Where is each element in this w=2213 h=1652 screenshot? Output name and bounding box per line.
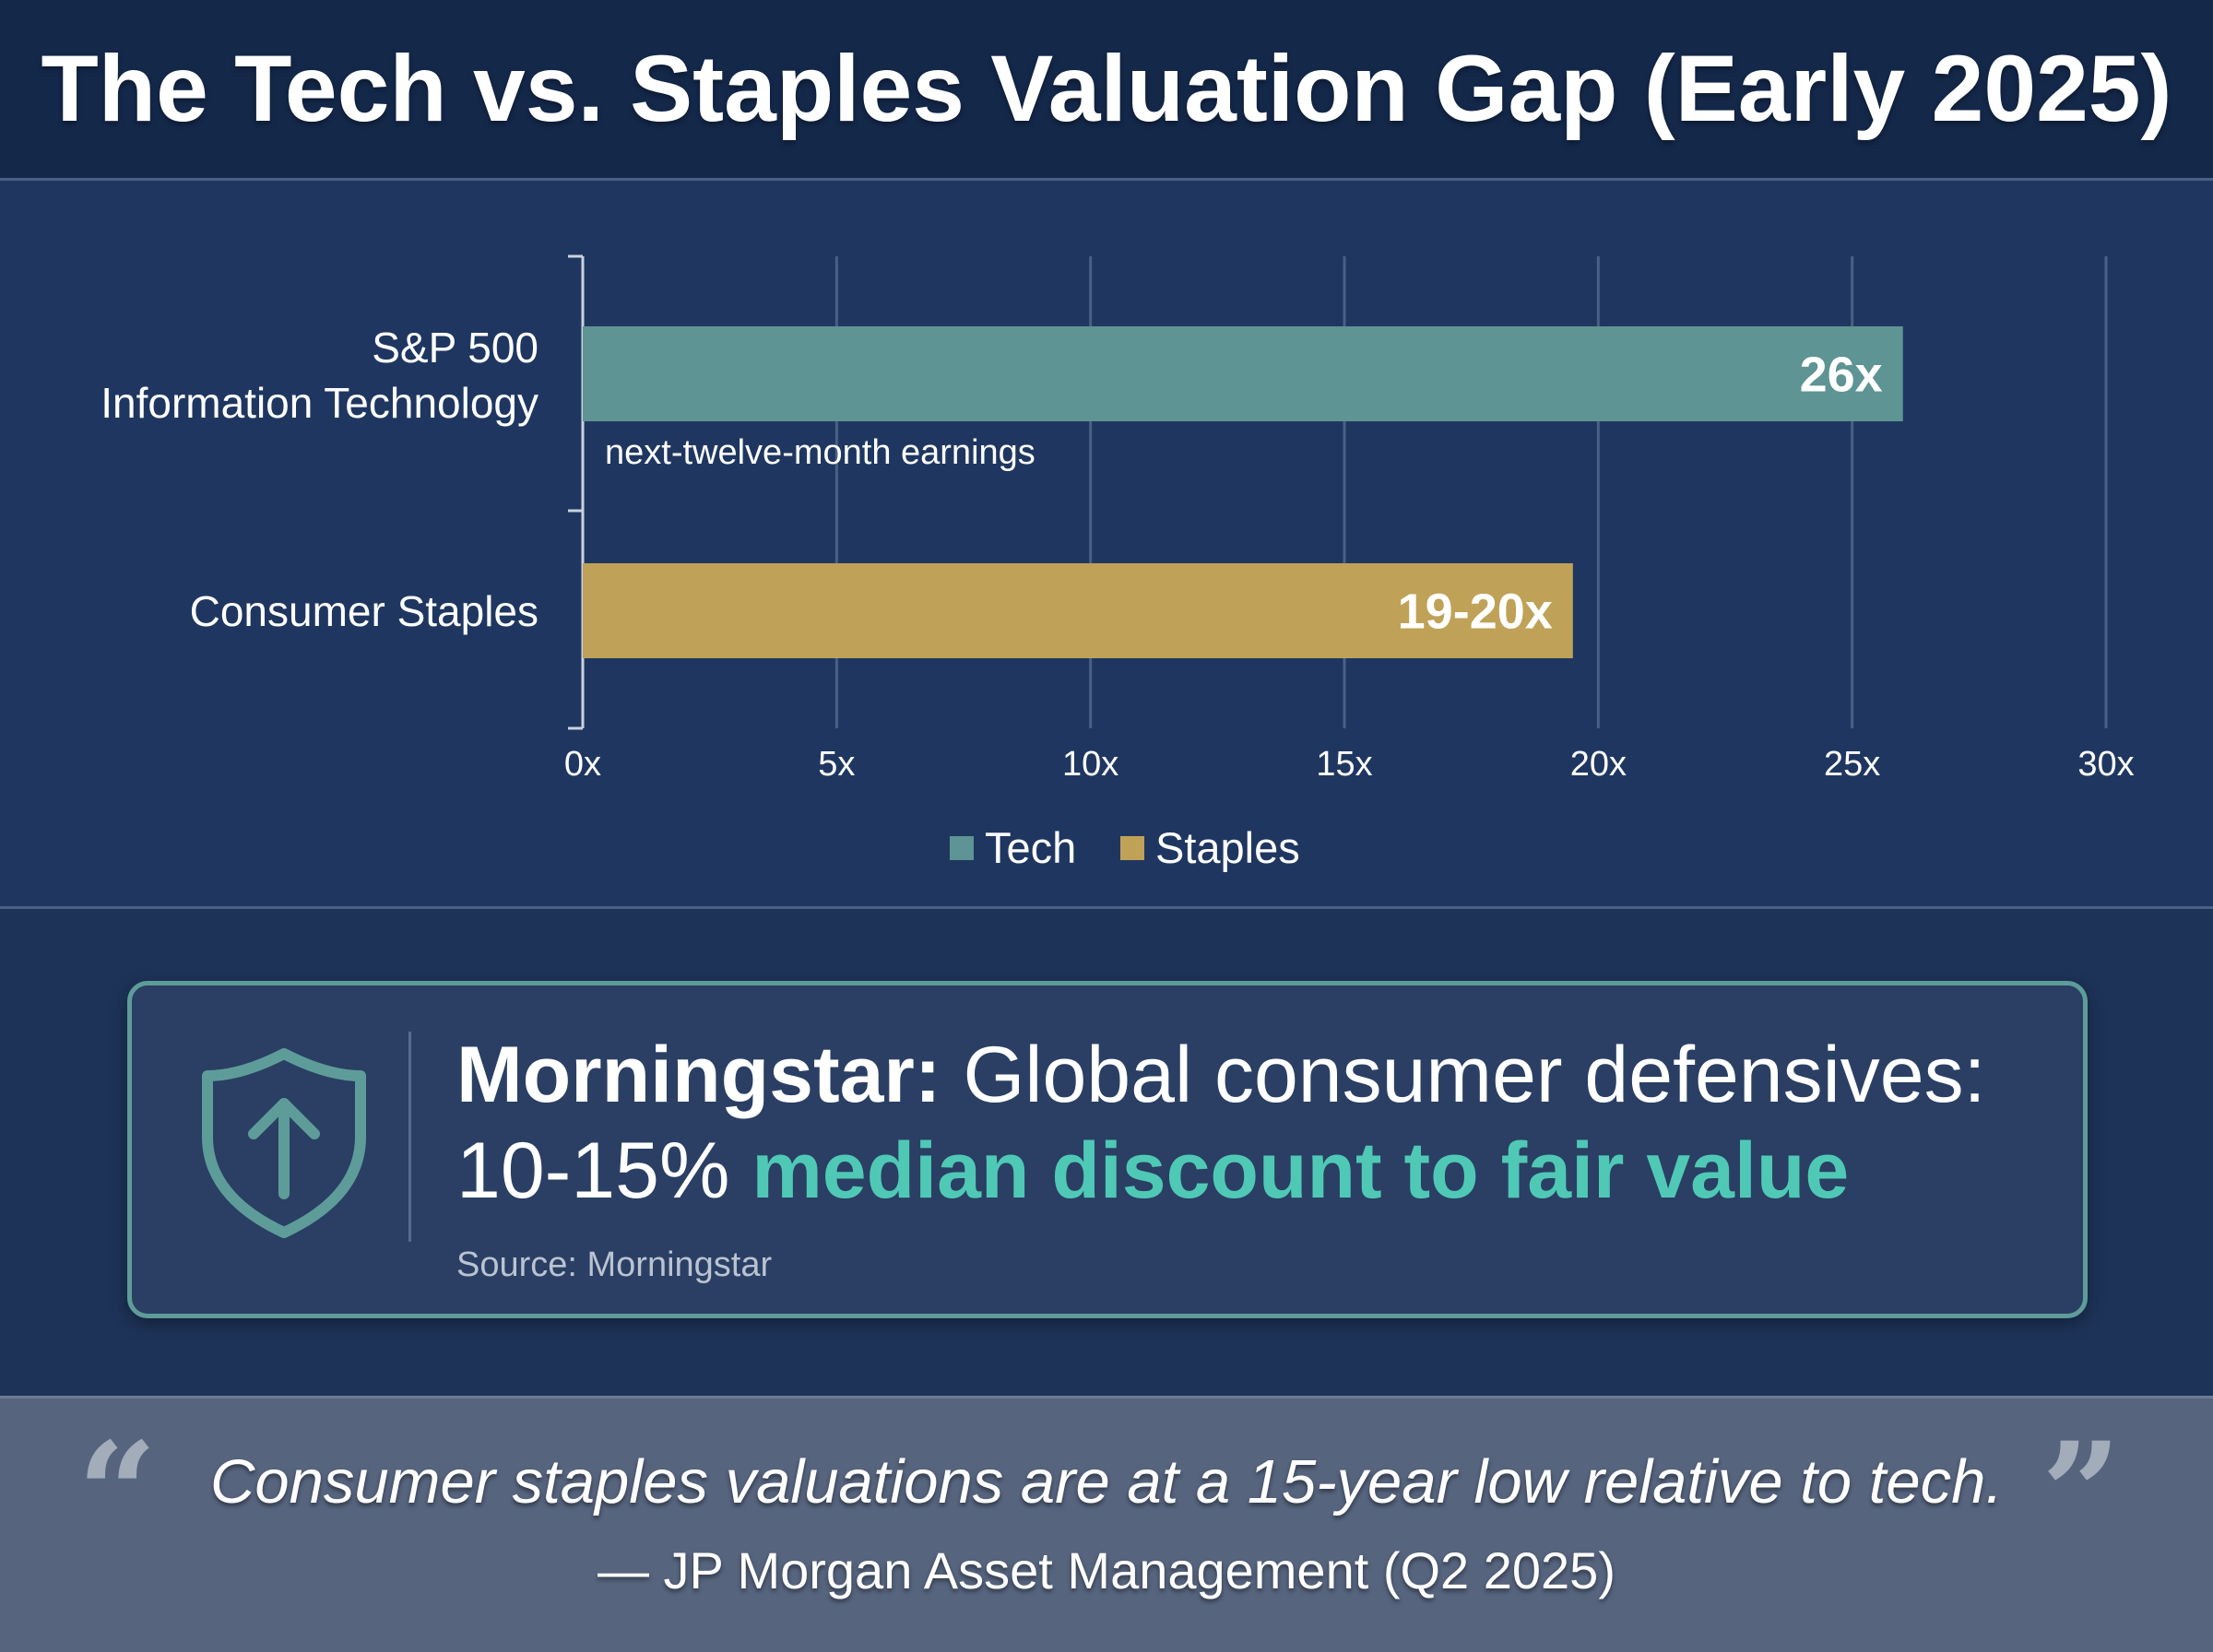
bar-value-label: 26x	[1800, 348, 1883, 403]
callout-value: 10-15%	[456, 1127, 730, 1215]
callout-source-name: Morningstar:	[456, 1031, 941, 1119]
legend-swatch	[950, 836, 974, 860]
x-tick-label: 15x	[1316, 745, 1372, 784]
bar-chart: 26x S&P 500 Information Technology 19-20x Co…	[101, 254, 2135, 872]
callout-highlight: median discount to fair value	[751, 1127, 1850, 1215]
open-quote-mark: “	[77, 1412, 158, 1575]
x-tick-label: 20x	[1570, 745, 1627, 784]
chart-panel: 26x S&P 500 Information Technology 19-20x Co…	[0, 181, 2213, 909]
x-tick-label: 10x	[1062, 745, 1118, 784]
chart-annotation: next-twelve-month earnings	[605, 433, 1035, 472]
category-label: S&P 500 Information Technology	[101, 324, 538, 427]
legend-label: Staples	[1155, 823, 1300, 872]
x-tick-label: 0x	[564, 745, 601, 784]
page-title: The Tech vs. Staples Valuation Gap (Earl…	[41, 36, 2172, 141]
category-label: Consumer Staples	[190, 587, 538, 635]
callout-divider	[408, 1032, 411, 1242]
bar-staples	[583, 563, 1573, 658]
callout-subject: Global consumer defensives:	[963, 1031, 1986, 1119]
close-quote-mark: ”	[2041, 1412, 2122, 1575]
quote-band: “ Consumer staples valuations are at a 1…	[0, 1396, 2213, 1652]
quote-attribution: — JP Morgan Asset Management (Q2 2025)	[598, 1541, 1615, 1599]
x-tick-label: 5x	[818, 745, 855, 784]
quote-text: Consumer staples valuations are at a 15-…	[210, 1447, 2003, 1516]
shield-arrow-up-icon	[202, 1048, 366, 1238]
x-tick-label: 25x	[1824, 745, 1880, 784]
legend-swatch	[1120, 836, 1144, 860]
callout-source: Source: Morningstar	[456, 1245, 773, 1284]
bar-value-label: 19-20x	[1398, 584, 1553, 640]
header: The Tech vs. Staples Valuation Gap (Earl…	[0, 0, 2213, 181]
morningstar-callout: Morningstar: Global consumer defensives:…	[127, 981, 2088, 1318]
bar-tech	[583, 326, 1903, 421]
callout-heading: Morningstar: Global consumer defensives:	[456, 1030, 1985, 1121]
x-tick-label: 30x	[2077, 745, 2134, 784]
callout-stat: 10-15% median discount to fair value	[456, 1126, 1849, 1217]
legend-label: Tech	[985, 823, 1076, 872]
